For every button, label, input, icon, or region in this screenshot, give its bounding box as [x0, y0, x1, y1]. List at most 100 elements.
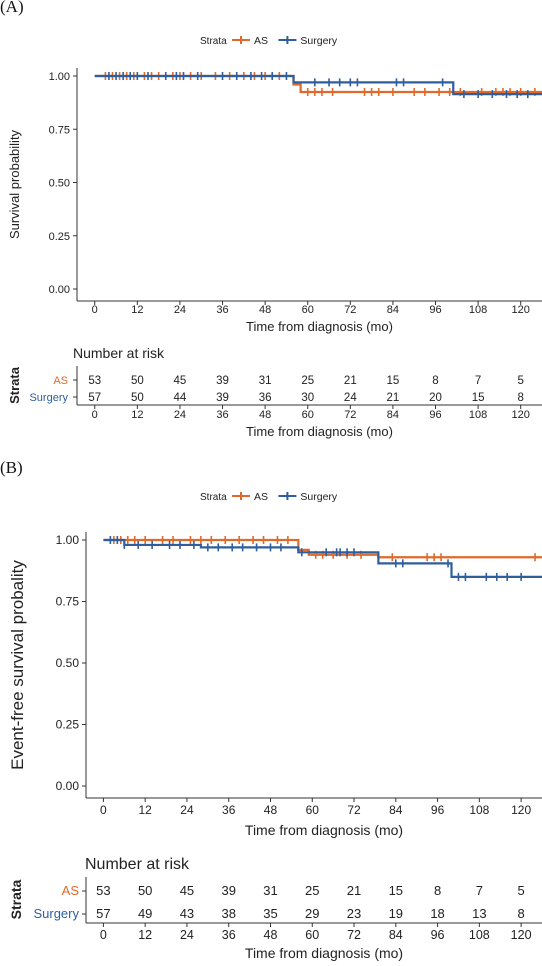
risk-value: 7	[475, 375, 481, 387]
risk-value: 39	[216, 375, 229, 387]
y-tick-label: 0.75	[49, 124, 70, 136]
risk-value: 13	[472, 906, 486, 921]
risk-value: 15	[387, 375, 400, 387]
risk-x-tick-label: 12	[138, 928, 152, 942]
risk-x-tick-label: 72	[347, 928, 361, 942]
risk-x-tick-label: 48	[259, 409, 271, 421]
y-tick-label: 0.25	[49, 231, 70, 243]
x-tick-label: 84	[387, 304, 399, 316]
risk-value: 45	[180, 883, 194, 898]
y-tick-label: 1.00	[49, 71, 70, 83]
risk-value: 18	[430, 906, 444, 921]
risk-x-tick-label: 36	[222, 928, 236, 942]
y-tick-label: 0.00	[49, 284, 70, 296]
risk-value: 5	[517, 883, 524, 898]
risk-value: 43	[180, 906, 194, 921]
risk-value: 31	[263, 883, 277, 898]
risk-x-tick-label: 24	[174, 409, 186, 421]
legend-title: Strata	[200, 36, 227, 47]
risk-x-tick-label: 36	[216, 409, 228, 421]
risk-x-tick-label: 84	[387, 409, 399, 421]
y-tick-label: 0.75	[56, 595, 80, 609]
risk-value: 50	[131, 392, 144, 404]
risk-x-tick-label: 0	[92, 409, 98, 421]
risk-value: 50	[138, 883, 152, 898]
risk-x-tick-label: 60	[302, 409, 314, 421]
km-curve-as	[94, 74, 542, 94]
risk-table-title: Number at risk	[73, 345, 165, 361]
risk-value: 8	[432, 375, 438, 387]
risk-value: 57	[88, 392, 101, 404]
risk-value: 21	[347, 883, 361, 898]
risk-x-axis-label: Time from diagnosis (mo)	[246, 424, 393, 439]
risk-value: 57	[96, 906, 110, 921]
risk-value: 24	[344, 392, 357, 404]
risk-table-strata-label: Strata	[8, 879, 24, 919]
risk-value: 29	[305, 906, 319, 921]
risk-x-tick-label: 108	[469, 409, 487, 421]
risk-value: 8	[517, 392, 523, 404]
x-tick-label: 120	[511, 803, 531, 817]
risk-value: 35	[263, 906, 277, 921]
x-tick-label: 0	[100, 803, 107, 817]
risk-value: 39	[216, 392, 229, 404]
risk-value: 30	[301, 392, 314, 404]
risk-value: 8	[434, 883, 441, 898]
risk-value: 49	[138, 906, 152, 921]
x-tick-label: 120	[512, 304, 530, 316]
x-tick-label: 36	[222, 803, 236, 817]
x-tick-label: 36	[216, 304, 228, 316]
x-tick-label: 72	[344, 304, 356, 316]
risk-row-name-as: AS	[62, 883, 80, 898]
risk-value: 21	[344, 375, 357, 387]
y-axis-label: Survival probability	[7, 129, 22, 239]
risk-value: 38	[221, 906, 235, 921]
risk-x-tick-label: 96	[429, 409, 441, 421]
legend-label-as: AS	[254, 491, 268, 503]
x-tick-label: 12	[131, 304, 143, 316]
x-tick-label: 24	[180, 803, 194, 817]
risk-table-strata-label: Strata	[7, 366, 22, 404]
risk-value: 15	[472, 392, 485, 404]
risk-x-tick-label: 12	[131, 409, 143, 421]
legend-label-surgery: Surgery	[300, 491, 338, 503]
y-tick-label: 0.50	[56, 656, 80, 670]
x-axis-label: Time from diagnosis (mo)	[245, 822, 403, 838]
y-tick-label: 1.00	[56, 533, 80, 547]
risk-row-name-surgery: Surgery	[29, 392, 68, 404]
km-curve-surgery	[94, 74, 542, 96]
x-tick-label: 60	[302, 304, 314, 316]
risk-value: 31	[259, 375, 272, 387]
risk-x-tick-label: 120	[511, 928, 532, 942]
km-chart-b: Strata AS Surgery 0.00 0.25 0.50 0.75 1.00 0 12 24…	[8, 491, 542, 961]
risk-value: 36	[259, 392, 272, 404]
risk-x-tick-label: 0	[100, 928, 107, 942]
risk-value: 44	[174, 392, 187, 404]
y-tick-label: 0.00	[56, 779, 80, 793]
km-chart-a: Strata AS Surgery 0.00 0.25 0.50 0.75 1.00 0 12 24…	[7, 35, 542, 439]
x-tick-label: 96	[429, 304, 441, 316]
risk-value: 21	[387, 392, 400, 404]
x-tick-label: 96	[431, 803, 445, 817]
legend-label-surgery: Surgery	[300, 35, 338, 47]
risk-value: 25	[301, 375, 314, 387]
risk-row-name-surgery: Surgery	[33, 906, 79, 921]
risk-x-tick-label: 72	[344, 409, 356, 421]
risk-x-tick-label: 108	[469, 928, 490, 942]
risk-value: 7	[476, 883, 483, 898]
risk-value: 23	[347, 906, 361, 921]
x-tick-label: 84	[389, 803, 403, 817]
risk-x-tick-label: 24	[180, 928, 194, 942]
risk-value: 5	[517, 375, 523, 387]
x-tick-label: 48	[264, 803, 278, 817]
risk-table-title: Number at risk	[85, 856, 190, 873]
x-tick-label: 24	[174, 304, 186, 316]
y-tick-label: 0.25	[56, 718, 80, 732]
risk-x-tick-label: 84	[389, 928, 403, 942]
x-tick-label: 72	[347, 803, 361, 817]
x-axis-label: Time from diagnosis (mo)	[246, 319, 393, 334]
y-axis-label: Event-free survival probality	[8, 560, 27, 770]
legend-title: Strata	[200, 492, 227, 503]
legend-label-as: AS	[254, 35, 268, 47]
x-tick-label: 12	[138, 803, 152, 817]
